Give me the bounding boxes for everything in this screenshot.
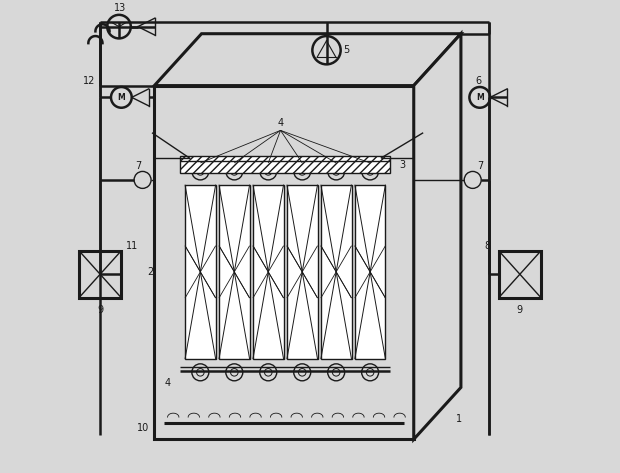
Text: 4: 4 (165, 378, 171, 388)
Text: 2: 2 (148, 267, 154, 277)
Circle shape (197, 368, 204, 376)
Text: M: M (476, 93, 484, 102)
Circle shape (134, 171, 151, 188)
Circle shape (260, 163, 277, 180)
Circle shape (111, 87, 131, 108)
Text: 12: 12 (83, 76, 95, 86)
Circle shape (294, 364, 311, 381)
Circle shape (294, 163, 311, 180)
Text: 11: 11 (126, 241, 138, 251)
Text: 13: 13 (114, 3, 126, 13)
Bar (219, 184, 250, 359)
Circle shape (192, 364, 209, 381)
Bar (79, 251, 122, 298)
Circle shape (332, 368, 340, 376)
Text: 3: 3 (400, 159, 405, 170)
Circle shape (361, 163, 379, 180)
Bar (253, 184, 283, 359)
Bar (180, 156, 390, 173)
Circle shape (366, 167, 374, 175)
Circle shape (298, 167, 306, 175)
Circle shape (226, 163, 243, 180)
Circle shape (231, 167, 238, 175)
Bar (321, 184, 352, 359)
Circle shape (192, 163, 209, 180)
Text: M: M (117, 93, 125, 102)
Text: 7: 7 (477, 161, 484, 171)
Text: 6: 6 (475, 76, 481, 86)
Circle shape (328, 364, 345, 381)
Text: 5: 5 (343, 45, 349, 55)
Text: 4: 4 (278, 118, 283, 128)
Circle shape (298, 368, 306, 376)
Circle shape (361, 364, 379, 381)
Circle shape (226, 364, 243, 381)
Circle shape (312, 36, 340, 64)
Text: 7: 7 (135, 161, 141, 171)
Circle shape (260, 364, 277, 381)
Circle shape (332, 167, 340, 175)
Polygon shape (154, 34, 461, 86)
Text: 1: 1 (456, 413, 463, 423)
Circle shape (197, 167, 204, 175)
Polygon shape (414, 34, 461, 439)
Bar (154, 86, 414, 439)
Circle shape (366, 368, 374, 376)
Bar (498, 251, 541, 298)
Circle shape (328, 163, 345, 180)
Circle shape (464, 171, 481, 188)
Text: 10: 10 (138, 422, 149, 432)
Circle shape (265, 167, 272, 175)
Circle shape (469, 87, 490, 108)
Circle shape (107, 15, 131, 38)
Text: 9: 9 (517, 305, 523, 315)
Bar (287, 184, 317, 359)
Bar (185, 184, 216, 359)
Text: 8: 8 (484, 241, 490, 251)
Bar (355, 184, 386, 359)
Text: 9: 9 (97, 305, 103, 315)
Circle shape (265, 368, 272, 376)
Circle shape (231, 368, 238, 376)
